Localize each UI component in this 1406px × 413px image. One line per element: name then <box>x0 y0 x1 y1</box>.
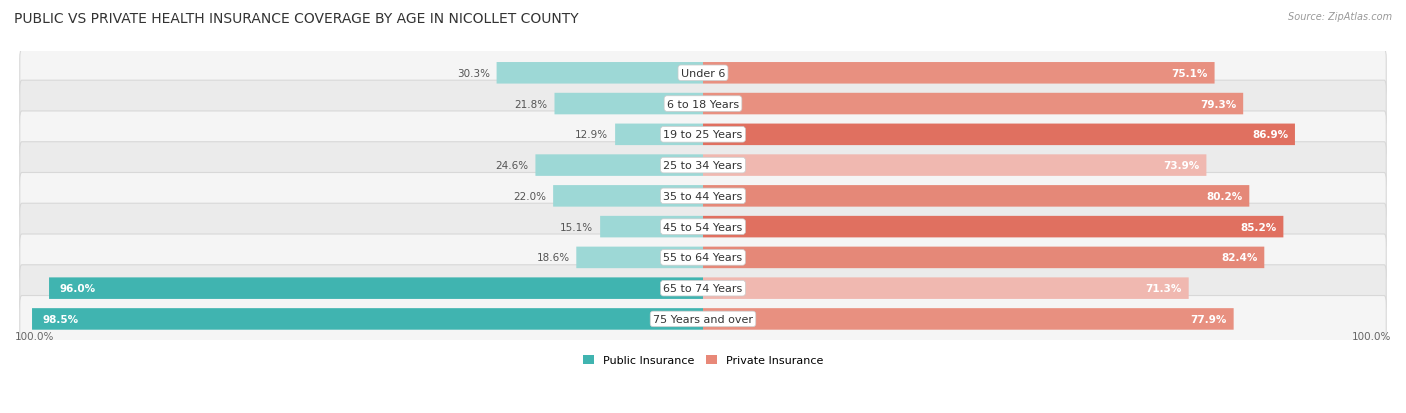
Legend: Public Insurance, Private Insurance: Public Insurance, Private Insurance <box>579 351 827 370</box>
FancyBboxPatch shape <box>20 50 1386 97</box>
FancyBboxPatch shape <box>20 142 1386 189</box>
FancyBboxPatch shape <box>553 185 703 207</box>
Text: 79.3%: 79.3% <box>1201 99 1236 109</box>
FancyBboxPatch shape <box>703 124 1295 146</box>
FancyBboxPatch shape <box>20 296 1386 342</box>
FancyBboxPatch shape <box>49 278 703 299</box>
FancyBboxPatch shape <box>554 94 703 115</box>
FancyBboxPatch shape <box>703 278 1188 299</box>
Text: 25 to 34 Years: 25 to 34 Years <box>664 161 742 171</box>
FancyBboxPatch shape <box>616 124 703 146</box>
FancyBboxPatch shape <box>703 94 1243 115</box>
FancyBboxPatch shape <box>496 63 703 84</box>
FancyBboxPatch shape <box>703 216 1284 238</box>
FancyBboxPatch shape <box>20 265 1386 312</box>
Text: 77.9%: 77.9% <box>1191 314 1227 324</box>
FancyBboxPatch shape <box>703 63 1215 84</box>
Text: 55 to 64 Years: 55 to 64 Years <box>664 253 742 263</box>
FancyBboxPatch shape <box>20 204 1386 250</box>
Text: 71.3%: 71.3% <box>1146 283 1182 294</box>
Text: 35 to 44 Years: 35 to 44 Years <box>664 191 742 202</box>
Text: 85.2%: 85.2% <box>1240 222 1277 232</box>
Text: 45 to 54 Years: 45 to 54 Years <box>664 222 742 232</box>
Text: 86.9%: 86.9% <box>1251 130 1288 140</box>
FancyBboxPatch shape <box>576 247 703 268</box>
FancyBboxPatch shape <box>20 173 1386 220</box>
FancyBboxPatch shape <box>703 185 1250 207</box>
Text: 24.6%: 24.6% <box>495 161 529 171</box>
FancyBboxPatch shape <box>20 112 1386 158</box>
FancyBboxPatch shape <box>703 309 1233 330</box>
Text: 15.1%: 15.1% <box>560 222 593 232</box>
FancyBboxPatch shape <box>32 309 703 330</box>
Text: 18.6%: 18.6% <box>536 253 569 263</box>
Text: 100.0%: 100.0% <box>1351 331 1391 341</box>
FancyBboxPatch shape <box>20 235 1386 281</box>
Text: 73.9%: 73.9% <box>1163 161 1199 171</box>
Text: 21.8%: 21.8% <box>515 99 548 109</box>
Text: 82.4%: 82.4% <box>1222 253 1257 263</box>
FancyBboxPatch shape <box>20 81 1386 128</box>
Text: 19 to 25 Years: 19 to 25 Years <box>664 130 742 140</box>
FancyBboxPatch shape <box>536 155 703 176</box>
FancyBboxPatch shape <box>703 155 1206 176</box>
Text: Under 6: Under 6 <box>681 69 725 78</box>
Text: 12.9%: 12.9% <box>575 130 609 140</box>
Text: 80.2%: 80.2% <box>1206 191 1243 202</box>
Text: PUBLIC VS PRIVATE HEALTH INSURANCE COVERAGE BY AGE IN NICOLLET COUNTY: PUBLIC VS PRIVATE HEALTH INSURANCE COVER… <box>14 12 579 26</box>
Text: 65 to 74 Years: 65 to 74 Years <box>664 283 742 294</box>
Text: 100.0%: 100.0% <box>15 331 55 341</box>
Text: 6 to 18 Years: 6 to 18 Years <box>666 99 740 109</box>
Text: 98.5%: 98.5% <box>42 314 79 324</box>
Text: Source: ZipAtlas.com: Source: ZipAtlas.com <box>1288 12 1392 22</box>
FancyBboxPatch shape <box>600 216 703 238</box>
FancyBboxPatch shape <box>703 247 1264 268</box>
Text: 22.0%: 22.0% <box>513 191 547 202</box>
Text: 30.3%: 30.3% <box>457 69 489 78</box>
Text: 75 Years and over: 75 Years and over <box>652 314 754 324</box>
Text: 75.1%: 75.1% <box>1171 69 1208 78</box>
Text: 96.0%: 96.0% <box>59 283 96 294</box>
